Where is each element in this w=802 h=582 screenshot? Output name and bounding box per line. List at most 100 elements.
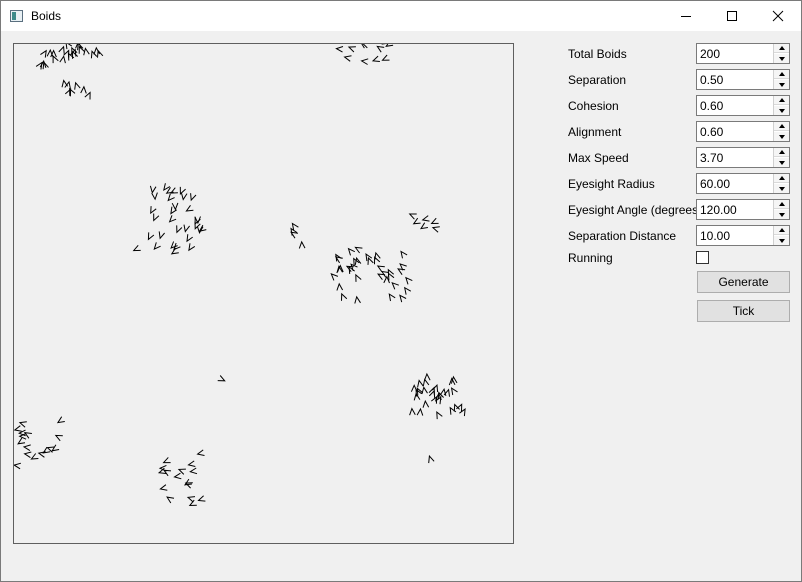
boid [354,295,361,304]
boid [183,478,192,486]
boid [186,234,193,243]
boid [431,383,439,393]
eyesight-angle-spinbox[interactable] [696,199,790,220]
alignment-spinbox[interactable] [696,121,790,142]
boid [188,499,197,507]
spin-up-icon [778,202,785,206]
boid [58,45,65,54]
boid [70,48,77,57]
eyesight-radius-label: Eyesight Radius [568,177,655,191]
boid [217,375,226,382]
separation-up-button[interactable] [774,70,789,79]
separation-distance-up-button[interactable] [774,226,789,235]
close-button[interactable] [755,1,801,31]
app-icon [10,10,23,22]
minimize-button[interactable] [663,1,709,31]
max-speed-spinbox[interactable] [696,147,790,168]
separation-input[interactable] [697,70,773,89]
boid [42,61,49,70]
boid [360,58,369,65]
total-boids-up-button[interactable] [774,44,789,53]
title-bar[interactable]: Boids [1,1,801,31]
spin-up-icon [778,228,785,232]
boid [383,275,390,284]
boid [428,454,435,464]
spin-up-icon [778,46,785,50]
boids-canvas[interactable] [13,43,514,544]
boid [450,387,458,396]
eyesight-radius-input[interactable] [697,174,773,193]
boid [416,387,424,396]
alignment-down-button[interactable] [774,132,789,141]
boid [52,54,59,64]
boid [158,231,165,240]
boid [17,437,26,445]
alignment-input[interactable] [697,122,773,141]
separation-distance-spinbox[interactable] [696,225,790,246]
spin-down-icon [778,160,785,165]
total-boids-input[interactable] [697,44,773,63]
maximize-button[interactable] [709,1,755,31]
eyesight-angle-up-button[interactable] [774,200,789,209]
boid [336,282,344,291]
boid [14,462,22,470]
boid [74,81,81,90]
max-speed-input[interactable] [697,148,773,167]
boids-drawing [14,44,466,507]
eyesight-radius-spinbox[interactable] [696,173,790,194]
eyesight-angle-input[interactable] [697,200,773,219]
eyesight-angle-down-button[interactable] [774,210,789,219]
alignment-up-button[interactable] [774,122,789,131]
boid [56,416,65,424]
boid [376,45,385,53]
boid [77,44,84,51]
boid [61,79,69,88]
cohesion-spinbox[interactable] [696,95,790,116]
boid [377,273,386,281]
boid [149,185,157,194]
boid [90,50,98,59]
boid [330,273,339,281]
separation-spinbox[interactable] [696,69,790,90]
tick-button[interactable]: Tick [697,300,790,322]
boid [194,216,201,225]
boid [30,453,39,460]
boid [290,231,299,239]
spin-down-icon [778,186,785,191]
max-speed-down-button[interactable] [774,158,789,167]
eyesight-radius-down-button[interactable] [774,184,789,193]
boid [84,91,91,100]
generate-button[interactable]: Generate [697,271,790,293]
boid [23,431,32,439]
spin-up-icon [778,98,785,102]
boid [187,460,196,467]
boid [35,61,43,70]
separation-distance-input[interactable] [697,226,773,245]
running-checkbox[interactable] [696,251,709,264]
boid [158,464,167,472]
boid [167,193,175,202]
cohesion-down-button[interactable] [774,106,789,115]
boid [46,48,54,57]
cohesion-up-button[interactable] [774,96,789,105]
eyesight-radius-up-button[interactable] [774,174,789,183]
cohesion-input[interactable] [697,96,773,115]
boid [362,44,368,49]
boid [350,263,358,272]
eyesight-angle-label: Eyesight Angle (degrees) [568,203,703,217]
boid [399,263,407,271]
boid [341,292,348,301]
boid [436,411,443,420]
separation-distance-down-button[interactable] [774,236,789,245]
total-boids-spinbox[interactable] [696,43,790,64]
total-boids-label: Total Boids [568,47,627,61]
boid [399,294,407,303]
boid [412,217,421,225]
spin-down-icon [778,238,785,243]
boid [334,256,343,264]
max-speed-up-button[interactable] [774,148,789,157]
spin-up-icon [778,124,785,128]
total-boids-down-button[interactable] [774,54,789,63]
boid [391,281,399,290]
separation-down-button[interactable] [774,80,789,89]
